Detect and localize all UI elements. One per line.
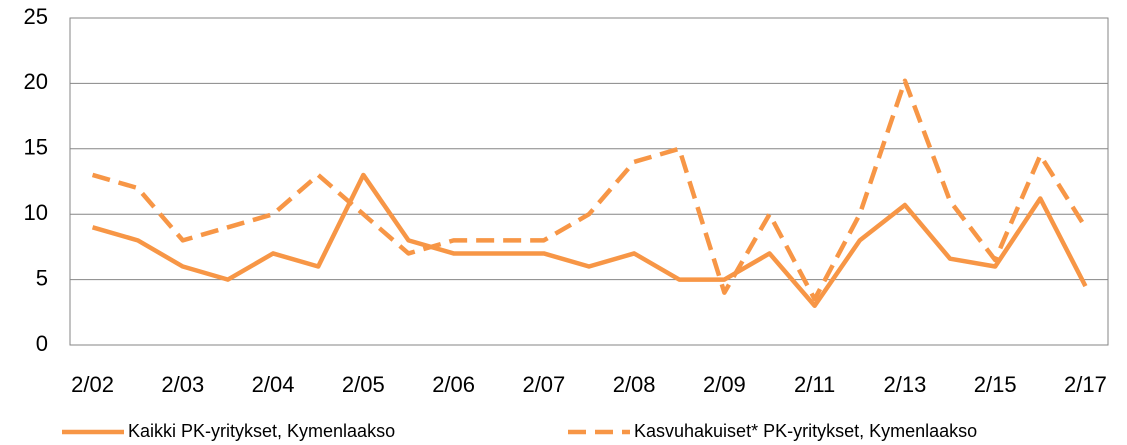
x-tick-label: 2/03 <box>161 372 204 397</box>
y-tick-label: 5 <box>36 265 48 290</box>
x-tick-label: 2/17 <box>1064 372 1107 397</box>
data-line <box>91 172 1088 309</box>
x-tick-label: 2/06 <box>432 372 475 397</box>
x-tick-label: 2/02 <box>71 372 114 397</box>
x-tick-label: 2/04 <box>252 372 295 397</box>
data-line <box>91 78 1088 302</box>
x-tick-label: 2/07 <box>522 372 565 397</box>
x-tick-label: 2/05 <box>342 372 385 397</box>
y-tick-label: 0 <box>36 331 48 356</box>
x-tick-label: 2/11 <box>794 372 835 397</box>
x-tick-label: 2/13 <box>883 372 926 397</box>
plot-border <box>69 17 1109 346</box>
y-tick-label: 15 <box>24 135 48 160</box>
x-tick-label: 2/08 <box>613 372 656 397</box>
y-tick-label: 25 <box>24 4 48 29</box>
x-tick-label: 2/09 <box>703 372 746 397</box>
legend-label: Kasvuhakuiset* PK-yritykset, Kymenlaakso <box>634 421 977 441</box>
y-tick-label: 20 <box>24 69 48 94</box>
x-tick-label: 2/15 <box>974 372 1017 397</box>
legend-label: Kaikki PK-yritykset, Kymenlaakso <box>128 421 395 441</box>
y-tick-label: 10 <box>24 200 48 225</box>
